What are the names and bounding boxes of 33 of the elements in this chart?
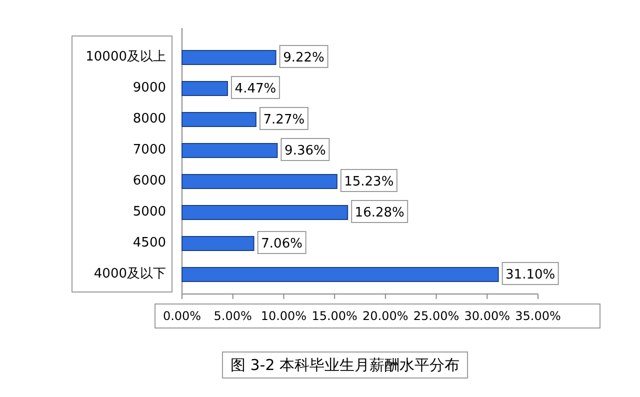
data-label: 4.47% (234, 82, 276, 96)
data-label: 7.06% (261, 236, 302, 252)
y-tick-label: 8000 (132, 112, 166, 126)
data-label: 7.27% (263, 112, 305, 128)
x-tick-label: 30.00% (464, 309, 510, 323)
x-tick-label: 10.00% (260, 309, 307, 323)
y-tick-label: 10000及以上 (86, 50, 166, 64)
y-tick-label: 4000及以下 (94, 266, 166, 282)
data-label: 9.22% (283, 50, 324, 66)
y-tick-label: 6000 (132, 174, 166, 188)
x-tick-label: 35.00% (515, 309, 561, 323)
text: 图 3-2 本科毕业生月薪酬水平分布 (230, 356, 460, 374)
data-label: 15.23% (344, 174, 394, 190)
x-tick-label: 5.00% (214, 309, 252, 323)
bar (182, 174, 338, 189)
bar (182, 143, 278, 158)
bar (182, 50, 276, 65)
bar (182, 81, 228, 96)
x-tick-label: 0.00% (162, 309, 202, 323)
data-label: 9.36% (284, 144, 326, 158)
bar (182, 205, 348, 220)
y-tick-label: 5000 (132, 204, 166, 220)
y-tick-label: 7000 (132, 142, 166, 158)
bar (182, 267, 499, 282)
y-tick-label: 4500 (132, 236, 166, 250)
data-label: 31.10% (506, 268, 556, 282)
bar (182, 112, 256, 127)
bar (182, 236, 254, 251)
x-tick-label: 20.00% (362, 309, 408, 323)
x-tick-label: 15.00% (312, 309, 358, 323)
x-tick-label: 25.00% (413, 309, 460, 323)
y-tick-label: 9000 (132, 80, 166, 96)
data-label: 16.28% (354, 206, 404, 220)
